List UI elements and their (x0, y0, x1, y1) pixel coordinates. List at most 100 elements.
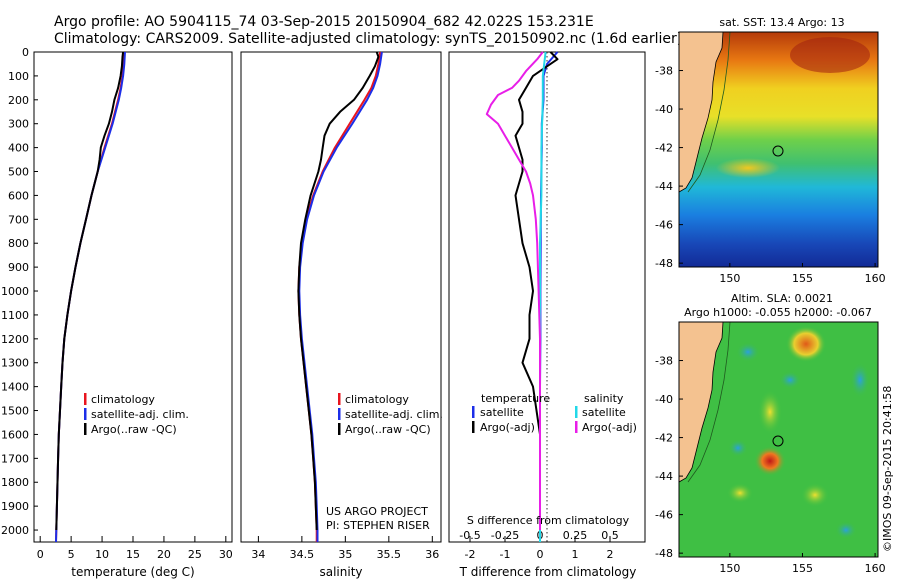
difference-series (485, 51, 559, 542)
x-tick-label: 34 (251, 548, 265, 561)
legend-swatch-argo (84, 423, 87, 435)
sla-lon-tick-labels: 150 155 160 (719, 553, 886, 575)
sst-map-frame (678, 31, 879, 268)
difference-panel: -2 -1 0 1 2 -0.5 -0.25 0 0.25 0.5 S difference f… (448, 51, 646, 579)
legend-label-argo: Argo(..raw -QC) (91, 423, 177, 436)
x-tick-label: 25 (188, 548, 202, 561)
x-tick-label: 34.5 (290, 548, 315, 561)
legend-swatch-t-argo (472, 421, 475, 433)
x2-tick-label: -0.5 (459, 529, 480, 542)
depth-tick-label: 400 (8, 142, 29, 155)
depth-tick-label: 1100 (1, 309, 29, 322)
sla-warm-patch (727, 483, 753, 503)
t-difference-xlabel: T difference from climatology (459, 565, 637, 579)
lat-tick-label: -44 (655, 180, 673, 193)
sla-argo-marker (772, 435, 784, 447)
imos-credit: ©IMOS 09-Sep-2015 20:41:58 (881, 386, 894, 552)
legend-label-t-argo: Argo(-adj) (480, 421, 535, 434)
series-line-temperature-argo-adj- (514, 51, 559, 530)
temperature-xlabel: temperature (deg C) (71, 565, 194, 579)
x-tick-label: 1 (572, 548, 579, 561)
series-line-salinity-argo-adj- (485, 51, 544, 530)
depth-tick-label: 1200 (1, 333, 29, 346)
sla-warm-eddy-core (754, 446, 786, 476)
sst-argo-marker (772, 145, 784, 157)
lon-tick-label: 160 (865, 272, 886, 285)
depth-tick-label: 1900 (1, 500, 29, 513)
sla-coastline-land (678, 321, 724, 483)
sla-heatmap (678, 321, 878, 557)
legend-swatch-t-satellite (472, 406, 475, 418)
depth-tick-label: 2000 (1, 524, 29, 537)
legend-swatch-climatology (84, 393, 87, 405)
lat-tick-label: -44 (655, 470, 673, 483)
lat-tick-label: -48 (655, 547, 673, 560)
sst-lat-tick-labels: -38 -40 -42 -44 -46 -48 (655, 65, 683, 270)
sla-cool-eddy-3 (850, 362, 870, 398)
x-tick-label: 30 (219, 548, 233, 561)
x-tick-label: -2 (465, 548, 476, 561)
legend-label-argo: Argo(..raw -QC) (345, 423, 431, 436)
series-line-argo-raw-qc- (297, 51, 380, 531)
sst-map-title: sat. SST: 13.4 Argo: 13 (719, 16, 844, 29)
header-line1: Argo profile: AO 5904115_74 03-Sep-2015 … (54, 14, 594, 30)
difference-legend: temperature salinity satellite Argo(-adj… (472, 392, 637, 434)
temperature-legend: climatology satellite-adj. clim. Argo(..… (84, 393, 189, 436)
sla-warm-eddy-north (786, 326, 826, 362)
salinity-tick-labels: 34 34.5 35 35.5 36 (251, 536, 439, 561)
sst-shelf-contour (687, 31, 731, 193)
lat-tick-label: -38 (655, 65, 673, 78)
sst-coastline-land (678, 31, 724, 193)
legend-swatch-s-satellite (575, 406, 578, 418)
sla-cool-eddy-5 (835, 521, 857, 539)
depth-tick-label: 600 (8, 189, 29, 202)
x-tick-label: 20 (157, 548, 171, 561)
sla-cool-eddy (736, 342, 760, 362)
s-difference-xlabel: S difference from climatology (467, 514, 630, 527)
temperature-series (55, 51, 126, 543)
depth-tick-label: 300 (8, 118, 29, 131)
x-tick-label: 0 (537, 548, 544, 561)
x2-tick-label: 0.25 (563, 529, 588, 542)
depth-tick-label: 1500 (1, 405, 29, 418)
series-line-argo-raw-qc- (55, 51, 125, 531)
depth-tick-label: 1700 (1, 452, 29, 465)
legend-label-t-satellite: satellite (480, 406, 524, 419)
lon-tick-label: 150 (719, 272, 740, 285)
project-annotation: US ARGO PROJECT (326, 505, 428, 518)
depth-tick-label: 1000 (1, 285, 29, 298)
sla-map-frame (678, 321, 879, 558)
salinity-axes-frame (240, 51, 442, 543)
depth-tick-labels: 0 100 200 300 400 500 600 700 800 900 1000 1100 1200… (1, 46, 38, 537)
legend-label-satellite: satellite-adj. clim. (345, 408, 443, 421)
x-tick-label: 35 (338, 548, 352, 561)
sla-map-subtitle: Argo h1000: -0.055 h2000: -0.067 (684, 306, 872, 319)
sst-warm-eddy (716, 158, 780, 178)
lon-tick-label: 150 (719, 562, 740, 575)
sla-map-panel: Altim. SLA: 0.0021 Argo h1000: -0.055 h2… (655, 292, 886, 575)
x2-tick-label: -0.25 (491, 529, 519, 542)
depth-tick-label: 0 (22, 46, 29, 59)
salinity-xlabel: salinity (319, 565, 362, 579)
x-tick-label: -1 (500, 548, 511, 561)
lat-tick-label: -38 (655, 355, 673, 368)
x-tick-label: 5 (68, 548, 75, 561)
legend-swatch-argo (338, 423, 341, 435)
depth-tick-label: 700 (8, 213, 29, 226)
legend-label-satellite: satellite-adj. clim. (91, 408, 189, 421)
sla-map-title: Altim. SLA: 0.0021 (731, 292, 833, 305)
lon-tick-label: 155 (792, 272, 813, 285)
sla-warm-patch-east (801, 483, 829, 507)
lat-tick-label: -46 (655, 219, 673, 232)
temperature-axes-frame (33, 51, 233, 543)
depth-tick-label: 1400 (1, 381, 29, 394)
x-tick-label: 0 (37, 548, 44, 561)
legend-label-s-argo: Argo(-adj) (582, 421, 637, 434)
header-line2: Climatology: CARS2009. Satellite-adjuste… (54, 31, 682, 47)
lat-tick-label: -40 (655, 393, 673, 406)
temperature-panel: 0100200300400500600700800900100011001200… (1, 46, 233, 579)
sst-hot-region (790, 37, 870, 73)
depth-tick-label: 1600 (1, 428, 29, 441)
legend-swatch-satellite (84, 408, 87, 420)
